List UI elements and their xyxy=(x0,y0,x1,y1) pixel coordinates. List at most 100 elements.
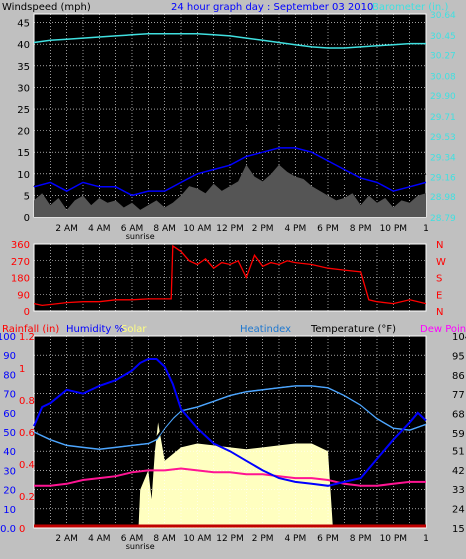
rainfall-tick-label: 0.8 xyxy=(19,396,35,407)
series-barometer xyxy=(33,33,426,49)
humidity-tick-label: 60 xyxy=(3,409,16,420)
wind-gust-area xyxy=(34,164,426,217)
x-tick-label: 2 AM xyxy=(55,534,78,544)
humidity-label: Humidity % xyxy=(66,324,124,335)
x-tick-label: 12 PM xyxy=(216,224,244,234)
humidity-tick-label: 90 xyxy=(3,351,16,362)
humidity-tick-label: 30 xyxy=(3,466,16,477)
sunrise-label: sunrise xyxy=(126,542,155,551)
y-tick-label: 20 xyxy=(17,127,30,138)
y2-tick-label: 30.45 xyxy=(430,32,456,42)
y-tick-label: 25 xyxy=(17,105,30,116)
direction-tick-label: 270 xyxy=(11,257,30,268)
humidity-tick-label: 100 xyxy=(0,332,16,343)
x-tick-label: 2 AM xyxy=(55,224,78,234)
compass-tick-label: S xyxy=(436,274,442,285)
compass-tick-label: W xyxy=(436,257,446,268)
y2-tick-label: 30.27 xyxy=(430,52,456,62)
y-tick-label: 15 xyxy=(17,148,30,159)
x-tick-label: 6 AM xyxy=(121,534,144,544)
x-tick-label: 10 PM xyxy=(380,534,408,544)
series-temperature xyxy=(33,383,427,447)
humidity-tick-label: 20 xyxy=(3,486,16,497)
temperature-tick-label: 77 xyxy=(452,390,465,401)
rainfall-tick-label: 0.2 xyxy=(19,492,35,503)
y-tick-label: 5 xyxy=(24,191,30,202)
humidity-tick-label: 0.0 xyxy=(0,524,16,535)
compass-tick-label: N xyxy=(436,240,443,251)
temperature-tick-label: 24 xyxy=(452,505,465,516)
sunrise-label: sunrise xyxy=(126,232,155,241)
x-tick-label: 6 PM xyxy=(317,534,339,544)
x-tick-label: 10 PM xyxy=(380,224,408,234)
direction-tick-label: 90 xyxy=(17,290,30,301)
series-windspeed xyxy=(33,119,427,206)
humidity-tick-label: 50 xyxy=(3,428,16,439)
y-tick-label: 45 xyxy=(17,19,30,30)
y-tick-label: 0 xyxy=(24,213,30,224)
temperature-label: Temperature (°F) xyxy=(310,324,396,335)
humidity-tick-label: 70 xyxy=(3,390,16,401)
temperature-tick-label: 104 xyxy=(452,332,466,343)
y2-tick-label: 29.90 xyxy=(430,92,456,102)
x-tick-label: 4 AM xyxy=(88,534,111,544)
rainfall-label: Rainfall (in) xyxy=(2,324,59,335)
temperature-tick-label: 42 xyxy=(452,466,465,477)
x-tick-label: 2 PM xyxy=(252,224,274,234)
temperature-tick-label: 15 xyxy=(452,524,465,535)
x-tick-label: 4 AM xyxy=(88,224,111,234)
dewpoint-label: Dew Point xyxy=(420,324,466,335)
x-tick-label: 10 AM xyxy=(183,224,211,234)
y2-tick-label: 28.98 xyxy=(430,193,456,203)
temperature-tick-label: 33 xyxy=(452,485,465,496)
x-tick-label: 1 xyxy=(423,534,429,544)
temperature-tick-label: 68 xyxy=(452,410,465,421)
rainfall-tick-label: 1 xyxy=(19,364,25,375)
rainfall-tick-label: 0.6 xyxy=(19,428,35,439)
y-tick-label: 30 xyxy=(17,83,30,94)
y2-tick-label: 30.08 xyxy=(430,72,456,82)
rainfall-tick-label: 0.4 xyxy=(19,460,35,471)
humidity-tick-label: 40 xyxy=(3,447,16,458)
y2-tick-label: 29.34 xyxy=(430,154,456,164)
compass-tick-label: E xyxy=(436,290,442,301)
direction-tick-label: 360 xyxy=(11,240,30,251)
temperature-tick-label: 86 xyxy=(452,371,465,382)
rainfall-tick-label: 0 xyxy=(19,524,25,535)
compass-tick-label: N xyxy=(436,307,443,318)
x-tick-label: 8 PM xyxy=(350,224,372,234)
direction-tick-label: 180 xyxy=(11,274,30,285)
x-tick-label: 1 xyxy=(423,224,429,234)
series-humidity xyxy=(33,358,427,487)
x-tick-label: 2 PM xyxy=(252,534,274,544)
chart-title: 24 hour graph day : September 03 2010 xyxy=(171,2,373,13)
humidity-tick-label: 10 xyxy=(3,505,16,516)
rainfall-tick-label: 1.2 xyxy=(19,332,35,343)
solar-label: Solar xyxy=(121,324,147,335)
y2-tick-label: 30.64 xyxy=(430,11,456,21)
y2-tick-label: 29.71 xyxy=(430,113,456,123)
series-windspeed-avg xyxy=(33,147,427,197)
series-dewpoint xyxy=(34,467,426,487)
temperature-tick-label: 95 xyxy=(452,351,465,362)
x-tick-label: 10 AM xyxy=(183,534,211,544)
x-tick-label: 8 PM xyxy=(350,534,372,544)
x-tick-label: 8 AM xyxy=(153,534,176,544)
barometer-label: Barometer (in.) xyxy=(372,2,448,13)
heatindex-label: Heatindex xyxy=(240,324,291,335)
x-tick-label: 8 AM xyxy=(153,224,176,234)
series-wind-direction xyxy=(33,244,427,307)
x-tick-label: 4 PM xyxy=(284,534,306,544)
y-tick-label: 10 xyxy=(17,170,30,181)
x-tick-label: 12 PM xyxy=(216,534,244,544)
temperature-tick-label: 51 xyxy=(452,446,465,457)
y2-tick-label: 29.53 xyxy=(430,133,456,143)
series-heatindex xyxy=(33,385,427,451)
y2-tick-label: 29.16 xyxy=(430,173,456,183)
x-tick-label: 6 AM xyxy=(121,224,144,234)
direction-tick-label: 0 xyxy=(24,307,30,318)
y-tick-label: 40 xyxy=(17,40,30,51)
x-tick-label: 6 PM xyxy=(317,224,339,234)
